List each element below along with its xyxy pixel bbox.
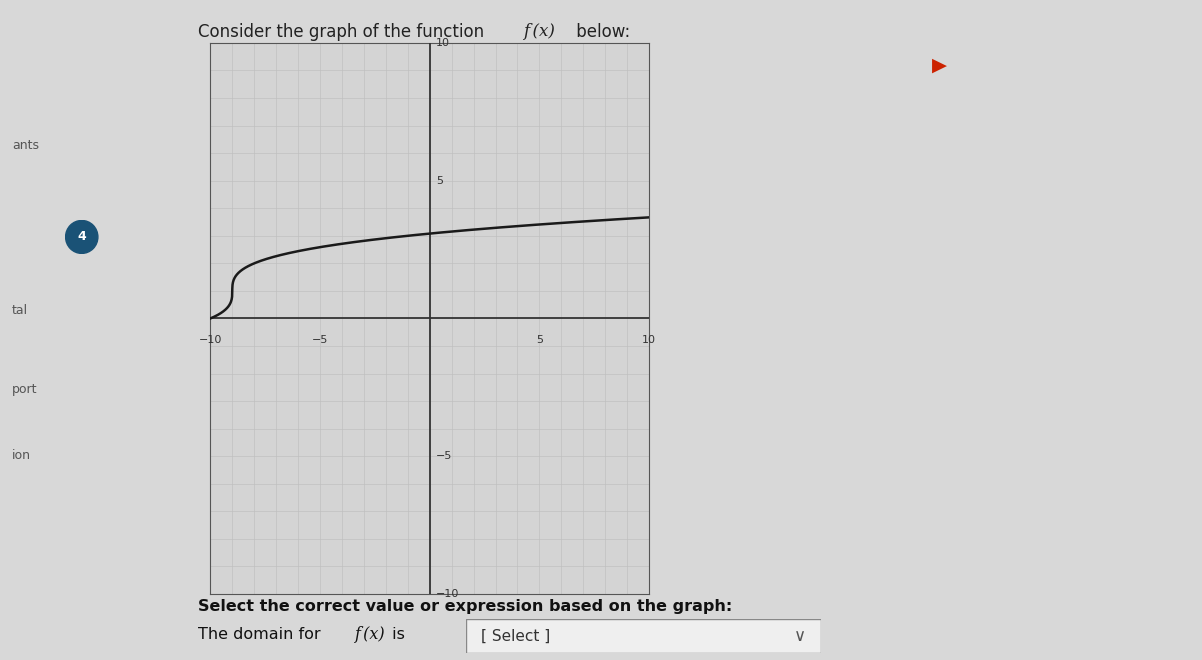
Text: The domain for: The domain for [198, 628, 326, 642]
Text: ion: ion [12, 449, 31, 462]
FancyBboxPatch shape [466, 619, 821, 653]
Text: ants: ants [12, 139, 38, 152]
Text: 5: 5 [436, 176, 444, 185]
Text: port: port [12, 383, 37, 396]
Text: 10: 10 [436, 38, 451, 48]
Text: is: is [387, 628, 405, 642]
Text: 5: 5 [536, 335, 543, 345]
Text: −5: −5 [436, 451, 453, 461]
Text: f (x): f (x) [355, 626, 385, 643]
Text: f (x): f (x) [523, 23, 555, 40]
Text: ∨: ∨ [793, 627, 805, 645]
Text: −10: −10 [198, 335, 222, 345]
Circle shape [66, 220, 97, 253]
Text: 10: 10 [642, 335, 656, 345]
Text: −10: −10 [436, 589, 459, 599]
Text: 4: 4 [77, 230, 87, 244]
Text: below:: below: [571, 23, 630, 41]
Text: ▶: ▶ [932, 56, 946, 75]
Text: [ Select ]: [ Select ] [481, 629, 549, 644]
Text: Consider the graph of the function: Consider the graph of the function [198, 23, 489, 41]
Text: tal: tal [12, 304, 28, 317]
Text: −5: −5 [311, 335, 328, 345]
Text: Select the correct value or expression based on the graph:: Select the correct value or expression b… [198, 599, 732, 614]
